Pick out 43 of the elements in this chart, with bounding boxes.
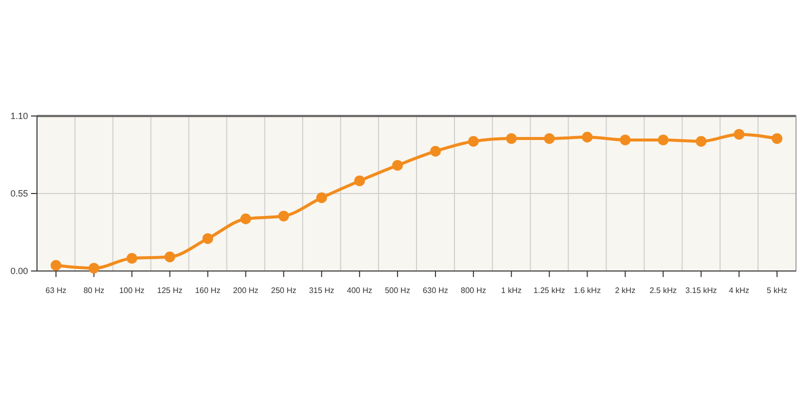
point <box>696 136 706 147</box>
x-tick-label: 3.15 kHz <box>685 286 717 295</box>
y-tick-label: 1.10 <box>10 110 28 121</box>
point <box>430 146 441 157</box>
x-tick-label: 4 kHz <box>728 286 750 295</box>
x-tick-label: 500 Hz <box>384 286 410 295</box>
y-tick-label: 0.00 <box>10 266 28 276</box>
point <box>392 160 403 171</box>
y-tick-label: 0.55 <box>10 188 28 198</box>
x-tick-label: 125 Hz <box>157 286 183 295</box>
x-tick-label: 160 Hz <box>195 286 220 295</box>
x-tick-label: 630 Hz <box>422 286 448 295</box>
x-tick-label: 2 kHz <box>615 286 636 295</box>
x-tick-label: 1.6 kHz <box>574 286 601 295</box>
x-tick-label: 315 Hz <box>308 286 334 295</box>
point <box>544 133 555 144</box>
point <box>316 192 327 204</box>
x-tick-label: 250 Hz <box>270 286 296 295</box>
x-tick-label: 1 kHz <box>501 286 522 295</box>
x-tick-label: 200 Hz <box>233 286 258 295</box>
x-tick-label: 5 kHz <box>766 286 788 295</box>
point <box>50 260 62 271</box>
point <box>506 133 517 144</box>
x-tick-label: 100 Hz <box>119 286 145 295</box>
point <box>164 252 176 262</box>
point <box>126 252 138 264</box>
point <box>468 136 479 147</box>
point <box>354 175 365 186</box>
x-tick-label: 63 Hz <box>46 286 66 295</box>
x-tick-label: 2.5 kHz <box>650 286 677 295</box>
point <box>620 134 631 146</box>
x-tick-label: 800 Hz <box>460 286 486 295</box>
point <box>734 128 744 140</box>
point <box>658 134 669 146</box>
x-tick-label: 1.25 kHz <box>534 286 566 295</box>
point <box>772 133 782 144</box>
point <box>582 132 593 142</box>
point <box>278 210 290 222</box>
x-tick-label: 80 Hz <box>83 286 104 295</box>
point <box>202 233 214 244</box>
x-tick-label: 400 Hz <box>346 286 372 295</box>
point <box>240 214 252 224</box>
point <box>88 262 100 274</box>
